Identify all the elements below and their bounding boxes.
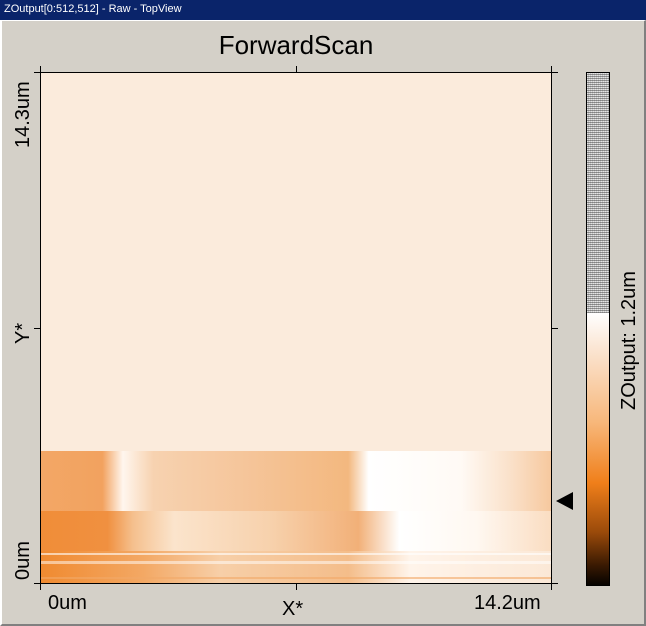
scanned-band-middle: [41, 511, 551, 551]
scan-line-1: [41, 553, 551, 555]
y-tick-mid-right: [552, 328, 558, 329]
x-tick-right: [551, 584, 552, 590]
color-scale-gradient: [587, 313, 609, 585]
x-tick-left: [40, 584, 41, 590]
scanned-band-upper: [41, 451, 551, 511]
scan-image[interactable]: [40, 72, 552, 584]
plot-title: ForwardScan: [218, 30, 374, 60]
x-axis-title: X*: [282, 598, 304, 620]
scan-line-3: [41, 577, 551, 579]
level-marker-triangle-icon[interactable]: [556, 492, 573, 510]
scanned-band-lower: [41, 551, 551, 583]
x-tick-mid: [296, 584, 297, 590]
color-scale-bar: [586, 72, 610, 586]
scan-line-2: [41, 561, 551, 564]
x-tick-right-top: [551, 66, 552, 72]
y-axis-max-label: 14.3um: [12, 81, 34, 148]
x-axis-min-label: 0um: [48, 592, 87, 614]
color-scale-label: ZOutput: 1.2um: [618, 271, 640, 410]
x-axis-max-label: 14.2um: [474, 592, 541, 614]
y-tick-top-right: [552, 72, 558, 73]
y-axis-min-label: 0um: [12, 541, 34, 580]
y-tick-top: [34, 72, 40, 73]
window-frame: [0, 20, 646, 626]
y-tick-bottom-right: [552, 583, 558, 584]
color-scale-out-of-range: [587, 73, 609, 313]
x-tick-mid-top: [296, 66, 297, 72]
title-bar[interactable]: ZOutput[0:512,512] - Raw - TopView: [0, 0, 646, 20]
x-tick-left-top: [40, 66, 41, 72]
scan-image-canvas: [41, 73, 551, 583]
y-tick-bottom: [34, 583, 40, 584]
y-axis-title: Y*: [12, 322, 34, 344]
window-title: ZOutput[0:512,512] - Raw - TopView: [4, 3, 182, 15]
y-tick-mid: [34, 328, 40, 329]
unscanned-region: [41, 73, 551, 451]
